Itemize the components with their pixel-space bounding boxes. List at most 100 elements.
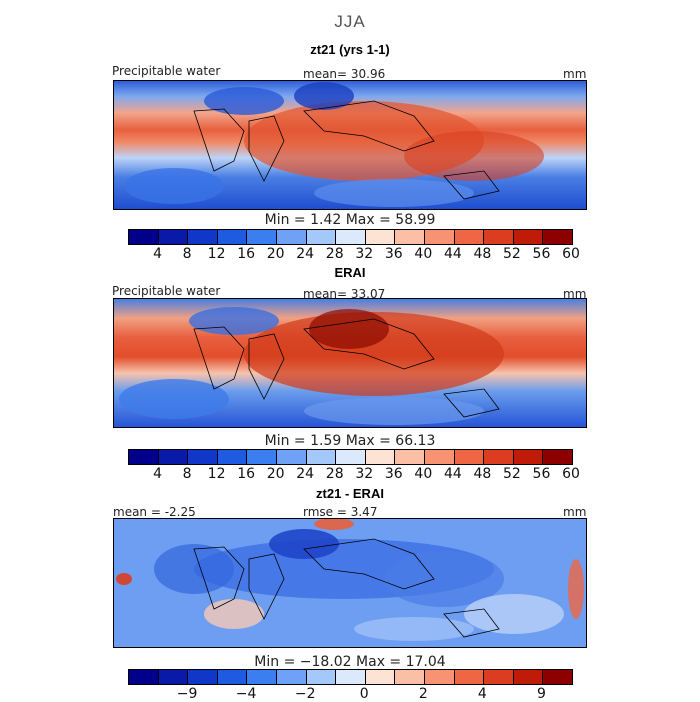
colorbar-swatch bbox=[217, 450, 248, 464]
colorbar-swatch bbox=[484, 230, 514, 244]
panel-3-title: zt21 - ERAI bbox=[316, 486, 384, 501]
colorbar-tick-label: 20 bbox=[266, 466, 285, 482]
colorbar-swatch bbox=[188, 450, 218, 464]
panel-1-title: zt21 (yrs 1-1) bbox=[310, 42, 390, 57]
colorbar-swatch bbox=[543, 670, 572, 684]
panel-2-minmax: Min = 1.59 Max = 66.13 bbox=[264, 433, 436, 449]
colorbar-swatch bbox=[395, 230, 425, 244]
colorbar-tick-label: 4 bbox=[477, 686, 487, 702]
colorbar-swatch bbox=[188, 230, 218, 244]
colorbar-swatch bbox=[484, 670, 514, 684]
colorbar-tick-label: 60 bbox=[562, 246, 580, 262]
colorbar-tick-label: 28 bbox=[325, 466, 344, 482]
colorbar-tick-label: 4 bbox=[153, 246, 162, 262]
panel-2-colorbar bbox=[128, 449, 573, 465]
colorbar-tick-label: 12 bbox=[207, 466, 226, 482]
colorbar-swatch bbox=[129, 230, 159, 244]
colorbar-swatch bbox=[454, 670, 485, 684]
colorbar-tick-label: 36 bbox=[384, 466, 403, 482]
colorbar-tick-label: −9 bbox=[176, 686, 198, 702]
colorbar-swatch bbox=[513, 230, 544, 244]
colorbar-tick-label: 28 bbox=[325, 246, 344, 262]
colorbar-swatch bbox=[306, 670, 337, 684]
colorbar-tick-label: −2 bbox=[294, 686, 316, 702]
colorbar-tick-label: 52 bbox=[503, 466, 521, 482]
colorbar-swatch bbox=[247, 670, 277, 684]
colorbar-tick-label: 4 bbox=[153, 466, 162, 482]
colorbar-swatch bbox=[306, 450, 337, 464]
colorbar-tick-label: 24 bbox=[296, 466, 315, 482]
colorbar-swatch bbox=[513, 670, 544, 684]
panel-2-units-label: mm bbox=[563, 287, 587, 301]
colorbar-swatch bbox=[543, 450, 572, 464]
panel-1-colorbar bbox=[128, 229, 573, 245]
colorbar-swatch bbox=[188, 670, 218, 684]
colorbar-swatch bbox=[424, 450, 455, 464]
colorbar-swatch bbox=[513, 450, 544, 464]
colorbar-tick-label: 44 bbox=[443, 246, 462, 262]
colorbar-tick-label: −4 bbox=[235, 686, 257, 702]
figure-title: JJA bbox=[334, 12, 366, 31]
colorbar-swatch bbox=[247, 450, 277, 464]
colorbar-swatch bbox=[276, 670, 307, 684]
colorbar-swatch bbox=[484, 450, 514, 464]
colorbar-tick-label: 8 bbox=[182, 246, 192, 262]
colorbar-swatch bbox=[276, 450, 307, 464]
colorbar-swatch bbox=[365, 450, 396, 464]
colorbar-swatch bbox=[543, 230, 572, 244]
colorbar-tick-label: 0 bbox=[359, 686, 369, 702]
colorbar-swatch bbox=[454, 230, 485, 244]
colorbar-swatch bbox=[129, 450, 159, 464]
panel-3-mean-label: mean = -2.25 bbox=[113, 505, 196, 519]
panel-3-map bbox=[113, 518, 587, 648]
panel-1-map bbox=[113, 80, 587, 210]
colorbar-tick-label: 32 bbox=[355, 246, 374, 262]
colorbar-tick-label: 16 bbox=[237, 246, 256, 262]
panel-2-variable-label: Precipitable water bbox=[112, 284, 221, 298]
panel-3-minmax: Min = −18.02 Max = 17.04 bbox=[254, 654, 446, 670]
colorbar-swatch bbox=[217, 670, 248, 684]
colorbar-swatch bbox=[129, 670, 159, 684]
colorbar-tick-label: 40 bbox=[414, 246, 433, 262]
panel-1-minmax: Min = 1.42 Max = 58.99 bbox=[264, 212, 436, 228]
colorbar-swatch bbox=[395, 670, 425, 684]
colorbar-swatch bbox=[217, 230, 248, 244]
colorbar-tick-label: 56 bbox=[532, 246, 551, 262]
colorbar-swatch bbox=[276, 230, 307, 244]
panel-3-rmse-label: rmse = 3.47 bbox=[303, 505, 378, 519]
panel-2-map bbox=[113, 298, 587, 428]
colorbar-tick-label: 52 bbox=[503, 246, 521, 262]
colorbar-swatch bbox=[158, 450, 189, 464]
colorbar-tick-label: 60 bbox=[562, 466, 580, 482]
colorbar-swatch bbox=[424, 670, 455, 684]
colorbar-tick-label: 24 bbox=[296, 246, 315, 262]
colorbar-tick-label: 40 bbox=[414, 466, 433, 482]
colorbar-swatch bbox=[336, 670, 366, 684]
colorbar-tick-label: 8 bbox=[182, 466, 192, 482]
colorbar-tick-label: 56 bbox=[532, 466, 551, 482]
colorbar-swatch bbox=[158, 670, 189, 684]
colorbar-swatch bbox=[247, 230, 277, 244]
panel-1-units-label: mm bbox=[563, 67, 587, 81]
colorbar-tick-label: 36 bbox=[384, 246, 403, 262]
colorbar-tick-label: 2 bbox=[418, 686, 428, 702]
colorbar-swatch bbox=[395, 450, 425, 464]
colorbar-swatch bbox=[158, 230, 189, 244]
colorbar-swatch bbox=[336, 230, 366, 244]
colorbar-swatch bbox=[454, 450, 485, 464]
panel-2-mean-label: mean= 33.07 bbox=[303, 287, 386, 301]
colorbar-tick-label: 32 bbox=[355, 466, 374, 482]
colorbar-tick-label: 20 bbox=[266, 246, 285, 262]
panel-3-colorbar bbox=[128, 669, 573, 685]
colorbar-swatch bbox=[306, 230, 337, 244]
panel-3-units-label: mm bbox=[563, 505, 587, 519]
colorbar-swatch bbox=[365, 670, 396, 684]
colorbar-tick-label: 12 bbox=[207, 246, 226, 262]
colorbar-swatch bbox=[424, 230, 455, 244]
colorbar-tick-label: 48 bbox=[473, 466, 492, 482]
panel-1-mean-label: mean= 30.96 bbox=[303, 67, 386, 81]
colorbar-tick-label: 44 bbox=[443, 466, 462, 482]
colorbar-tick-label: 9 bbox=[536, 686, 546, 702]
panel-1-variable-label: Precipitable water bbox=[112, 64, 221, 78]
colorbar-swatch bbox=[365, 230, 396, 244]
